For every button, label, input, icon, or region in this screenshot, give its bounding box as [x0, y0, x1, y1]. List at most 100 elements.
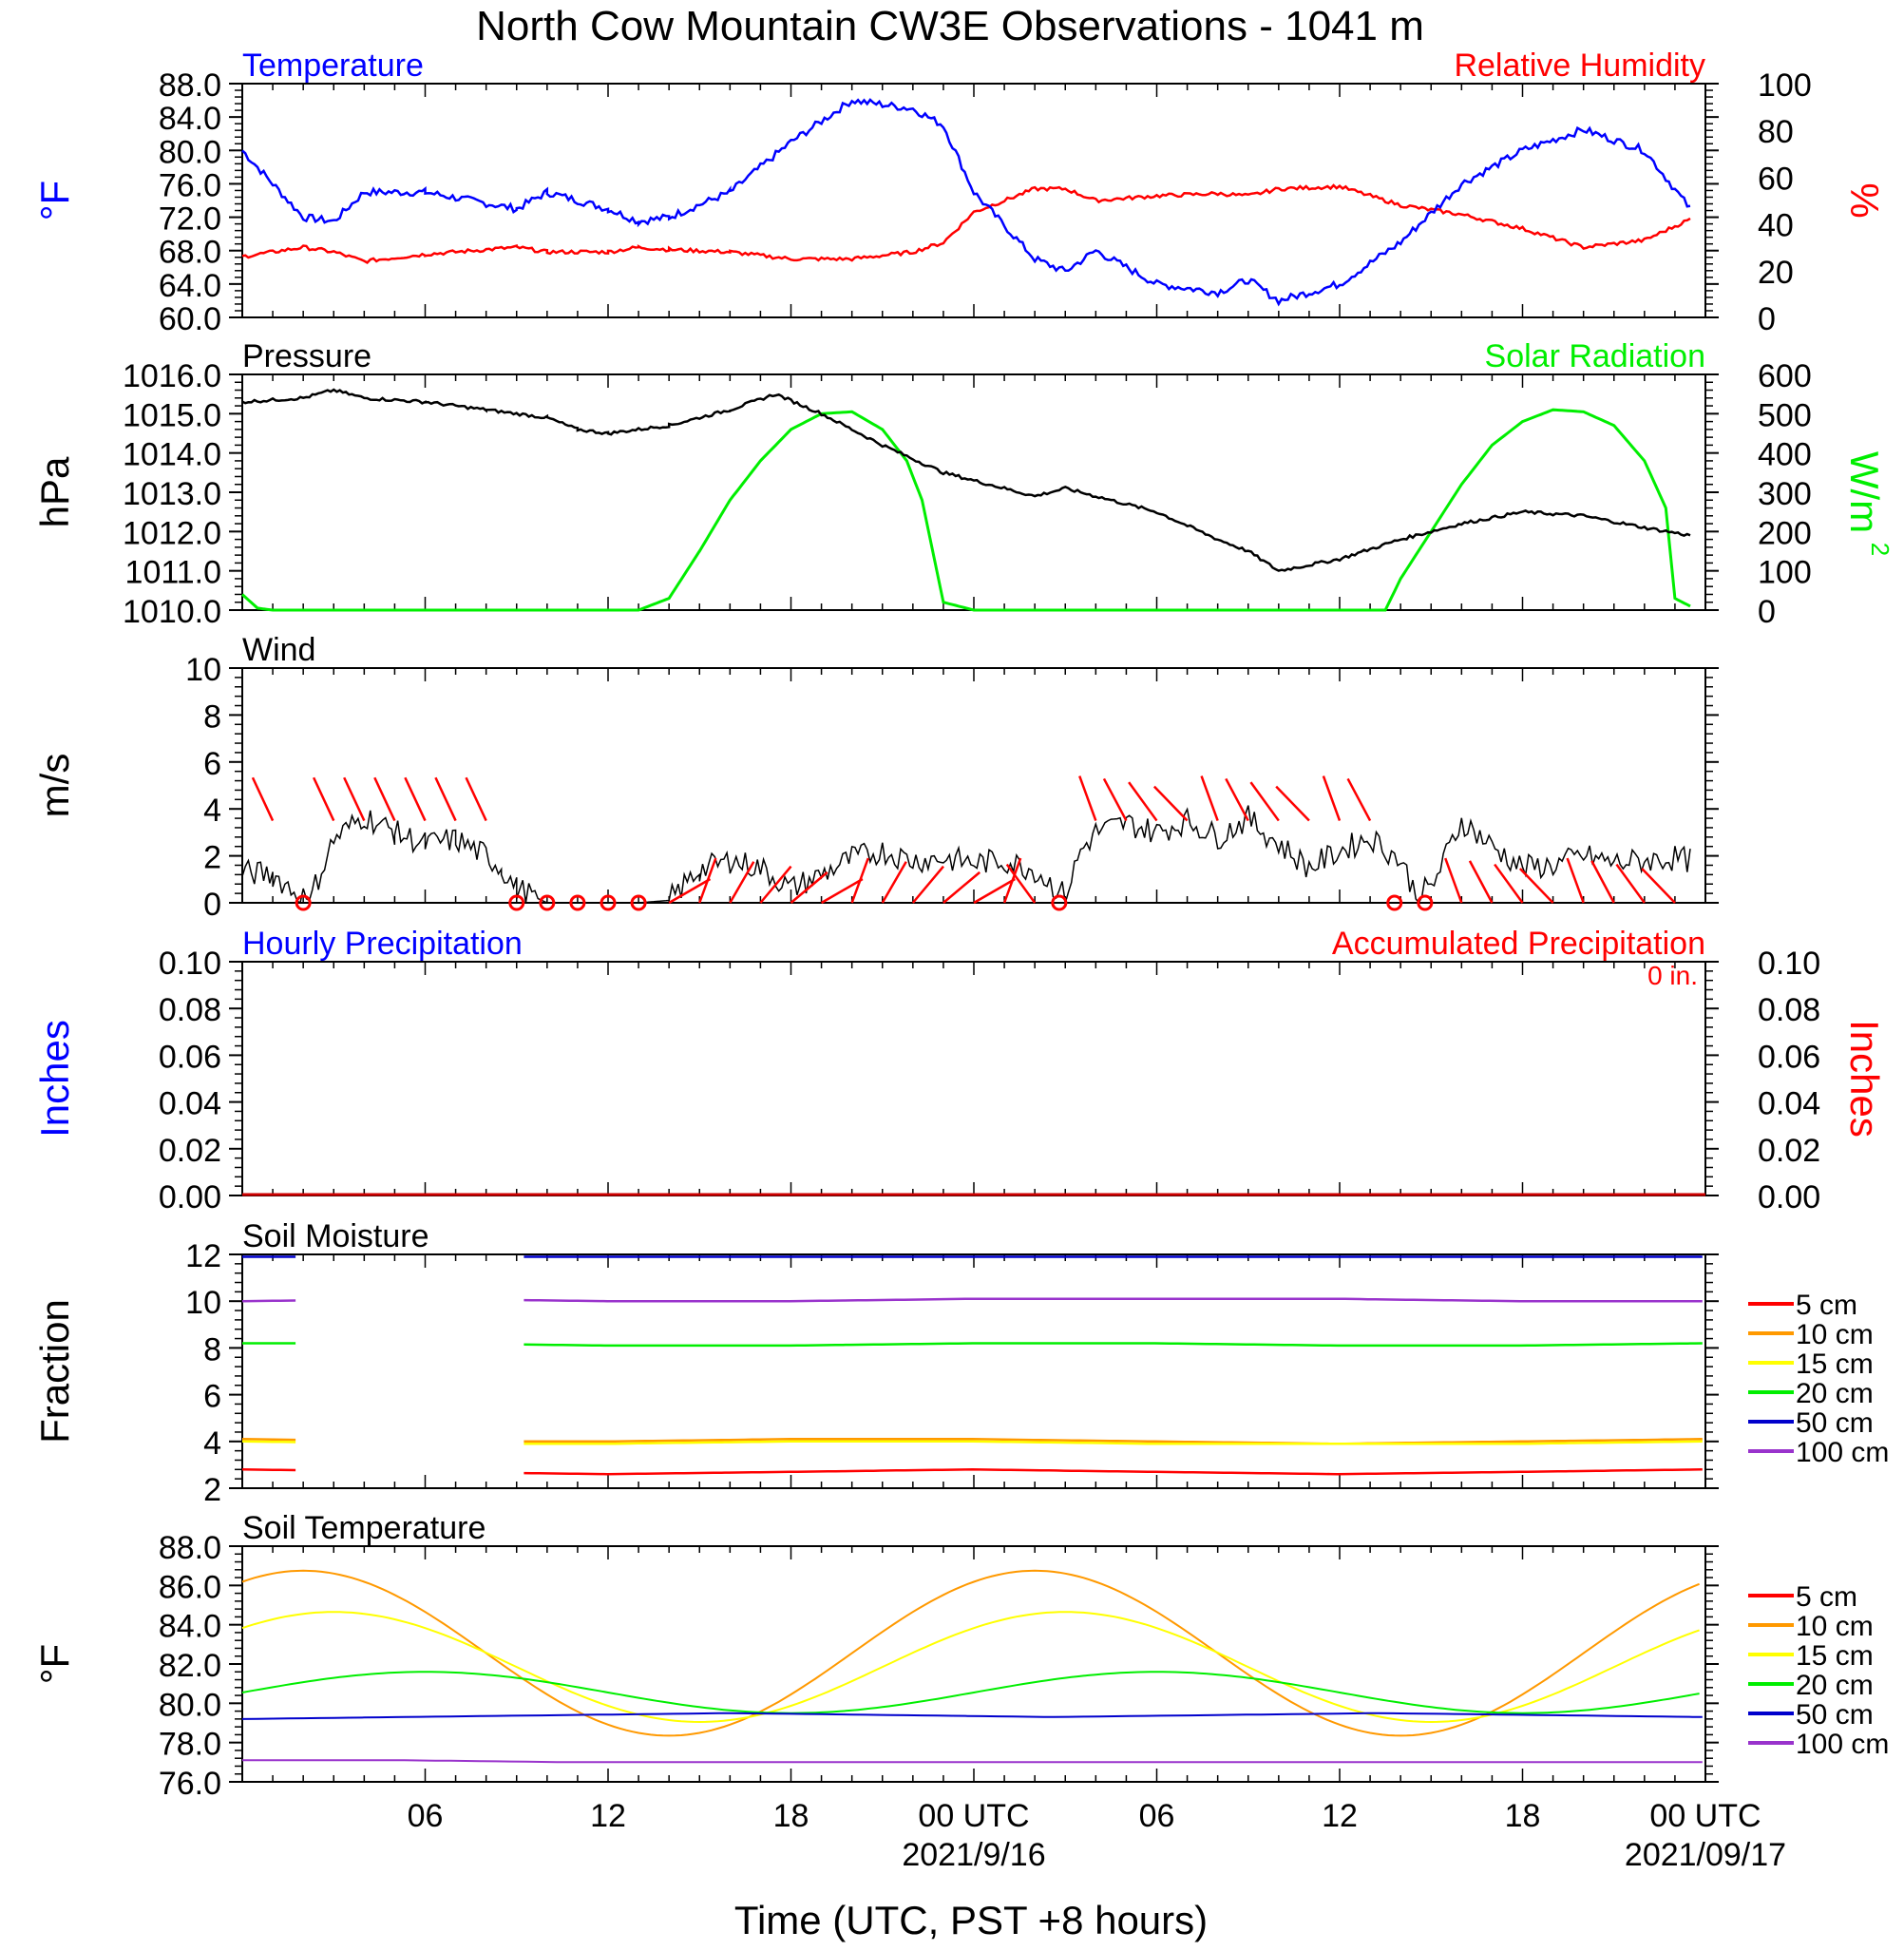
- legend-label: 10 cm: [1796, 1611, 1874, 1642]
- y-tick-label: 6: [203, 1379, 221, 1415]
- panel-precip: 0.10 0.08 0.06 0.04 0.02 0.00 0.10 0.08 0.06 0.04…: [32, 926, 1887, 1215]
- panel-temp: 88.084.080.076.072.068.064.060.0 100 80 60 4…: [32, 48, 1887, 337]
- y-tick-label: 1016.0: [123, 358, 221, 394]
- y-tick-label: 4: [203, 1425, 221, 1462]
- y-tick-label: 6: [203, 746, 221, 782]
- wind-barb: [1641, 868, 1676, 904]
- y2-tick-label: 20: [1758, 255, 1794, 291]
- y-tick-label: 1015.0: [123, 397, 221, 433]
- wind-barb: [343, 776, 366, 822]
- wind-barb: [1249, 781, 1280, 822]
- panel-frame: [241, 961, 1706, 1196]
- series-soil-temperature-15cm: [241, 1611, 1700, 1724]
- y-axis-label-left: Inches: [32, 1020, 77, 1138]
- y-tick-label: 0.02: [159, 1133, 221, 1169]
- y2-tick-label: 600: [1758, 358, 1812, 394]
- y-axis-label-left: m/s: [32, 754, 77, 818]
- series-relative-humidity: [241, 183, 1691, 264]
- wind-barb: [911, 865, 944, 904]
- legend-label: 20 cm: [1796, 1670, 1874, 1701]
- y-tick-label: 84.0: [159, 1609, 221, 1645]
- wind-calm-marker: [600, 894, 617, 911]
- series-wind-speed: [241, 805, 1691, 905]
- panel-title-right: Solar Radiation: [1485, 338, 1705, 374]
- x-tick-label: 18: [1505, 1798, 1541, 1834]
- x-tick-label: 12: [590, 1798, 626, 1834]
- y-tick-label: 2: [203, 840, 221, 876]
- y-tick-label: 0.10: [159, 946, 221, 982]
- y-tick-label: 86.0: [159, 1569, 221, 1605]
- chart-panels: 88.084.080.076.072.068.064.060.010080604…: [32, 48, 1894, 1802]
- y-tick-label: 88.0: [159, 67, 221, 104]
- y-tick-label: 0: [203, 887, 221, 923]
- x-tick-label: 12: [1322, 1798, 1358, 1834]
- y-tick-label: 12: [185, 1238, 221, 1274]
- panel-title-left: Pressure: [242, 338, 371, 374]
- panel-title-left: Temperature: [242, 48, 424, 84]
- series-soil-temperature-50cm: [241, 1712, 1703, 1720]
- wind-calm-marker: [1051, 894, 1068, 911]
- y2-tick-label: 400: [1758, 437, 1812, 473]
- y-axis-label-left: Fraction: [32, 1299, 77, 1444]
- y-tick-label: 1011.0: [125, 555, 221, 591]
- y-tick-label: 0.06: [159, 1039, 221, 1075]
- panel-title-left: Soil Moisture: [242, 1218, 429, 1254]
- y-axis-label-left: °F: [32, 181, 77, 220]
- y2-tick-label: 40: [1758, 208, 1794, 244]
- wind-barb: [850, 857, 869, 904]
- panel-title-right: Accumulated Precipitation: [1332, 926, 1705, 962]
- panel-title-right: Relative Humidity: [1454, 48, 1705, 84]
- series-pressure: [241, 388, 1691, 572]
- y-tick-label: 1013.0: [123, 476, 221, 512]
- series-soil-temperature-100cm: [242, 1759, 1703, 1764]
- wind-barb: [942, 870, 981, 904]
- wind-barb: [312, 776, 335, 822]
- accumulated-total-label: 0 in.: [1647, 961, 1698, 990]
- wind-calm-marker: [1417, 894, 1434, 911]
- wind-barb: [251, 776, 275, 822]
- y2-tick-label: 0.02: [1758, 1133, 1820, 1169]
- wind-barb: [1468, 860, 1494, 904]
- wind-barb: [373, 776, 396, 822]
- series-soil-moisture-100cm: [241, 1297, 1703, 1303]
- y2-tick-label: 80: [1758, 114, 1794, 150]
- wind-barb: [1102, 777, 1128, 822]
- y2-tick-label: 500: [1758, 397, 1812, 433]
- y-tick-label: 78.0: [159, 1727, 221, 1763]
- x-tick-label: 06: [1139, 1798, 1175, 1834]
- wind-barb: [1566, 857, 1585, 904]
- y-tick-label: 84.0: [159, 101, 221, 137]
- wind-barb: [668, 877, 712, 905]
- y-axis-label-left: °F: [32, 1644, 77, 1684]
- wind-barb: [404, 776, 427, 822]
- legend-label: 50 cm: [1796, 1699, 1874, 1731]
- wind-barb: [820, 877, 864, 905]
- y-tick-label: 1012.0: [123, 515, 221, 551]
- wind-barb: [1005, 863, 1037, 904]
- y-tick-label: 8: [203, 698, 221, 735]
- panel-title-left: Soil Temperature: [242, 1510, 486, 1546]
- y-tick-label: 1010.0: [123, 594, 221, 630]
- y2-tick-label: 0: [1758, 594, 1776, 630]
- y-axis-label-right: %: [1842, 182, 1887, 218]
- x-tick-label: 00 UTC: [1649, 1798, 1761, 1834]
- wind-barb: [1078, 775, 1097, 821]
- wind-calm-marker: [1386, 894, 1403, 911]
- wind-calm-marker: [295, 894, 312, 911]
- panel-title-left: Wind: [242, 632, 315, 668]
- wind-barb: [729, 861, 755, 904]
- series-solar-radiation: [240, 408, 1691, 612]
- wind-calm-marker: [630, 894, 647, 911]
- x-axis-label: Time (UTC, PST +8 hours): [734, 1898, 1208, 1942]
- panel-frame: [241, 1253, 1706, 1489]
- y-tick-label: 0.08: [159, 992, 221, 1028]
- wind-barb: [1590, 860, 1615, 904]
- y-tick-label: 82.0: [159, 1648, 221, 1684]
- y-tick-label: 2: [203, 1472, 221, 1508]
- y2-tick-label: 300: [1758, 476, 1812, 512]
- y2-tick-label: 0.06: [1758, 1039, 1820, 1075]
- legend-label: 15 cm: [1796, 1348, 1874, 1380]
- wind-calm-marker: [569, 894, 586, 911]
